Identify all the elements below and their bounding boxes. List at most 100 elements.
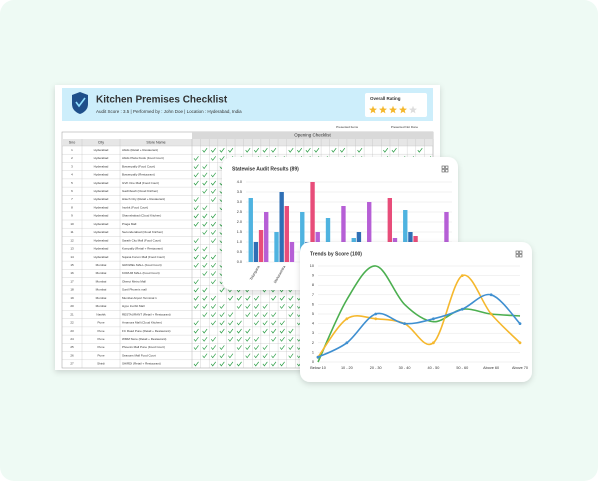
cell: Seasons Mall Food Court	[122, 353, 156, 357]
x-tick-label: 40 - 50	[428, 366, 440, 370]
check	[245, 295, 251, 301]
cell: 17	[70, 279, 74, 283]
check	[271, 361, 277, 367]
check	[262, 328, 268, 334]
line	[317, 274, 521, 358]
y-tick-label: 3.5	[237, 190, 242, 194]
check	[210, 345, 216, 351]
cell: Hyderabad	[94, 230, 109, 234]
check	[193, 345, 199, 351]
check	[202, 271, 208, 277]
cell: KORUM MALL (Food Court)	[122, 271, 160, 275]
bar	[248, 198, 253, 262]
logo-check	[75, 97, 86, 108]
y-tick-label: 5	[312, 312, 314, 316]
check	[236, 320, 242, 326]
check	[193, 287, 199, 293]
cell: Hyderabad	[94, 205, 109, 209]
point	[403, 322, 406, 325]
menu-icon	[515, 254, 519, 258]
check	[210, 263, 216, 268]
cell: Pune	[97, 329, 104, 333]
cell: Hyderabad	[94, 214, 109, 218]
check	[331, 147, 337, 153]
check	[271, 295, 277, 301]
check	[202, 353, 208, 359]
group-header: Opening Checklist	[294, 133, 331, 138]
check	[210, 295, 216, 301]
doc-title: Kitchen Premises Checklist	[96, 95, 228, 106]
cell: Shamshabad (Cloud Kitchen)	[122, 214, 161, 218]
x-tick-label: Above 60	[483, 366, 499, 370]
check	[210, 189, 216, 194]
cell: Oberoi Metro Mall	[122, 279, 146, 283]
star	[409, 105, 417, 114]
check	[210, 213, 216, 219]
check	[202, 172, 208, 178]
check	[279, 337, 285, 342]
point	[489, 312, 493, 316]
check	[271, 147, 277, 153]
menu-icon	[445, 165, 449, 169]
check	[210, 238, 216, 244]
cell: GROWEL MALL (Food Court)	[122, 263, 162, 267]
star	[389, 105, 397, 114]
check	[210, 337, 216, 342]
cell: 19	[70, 296, 74, 300]
check	[288, 312, 294, 318]
star	[369, 105, 377, 114]
check	[193, 295, 199, 301]
x-tick-label: 50 - 60	[456, 366, 468, 370]
bar	[253, 242, 259, 262]
group-header-cell	[192, 132, 433, 139]
point	[518, 322, 522, 325]
check	[262, 361, 268, 367]
bar	[284, 206, 290, 262]
point	[460, 274, 464, 277]
cell: 6	[71, 189, 73, 193]
check	[210, 353, 216, 359]
cell: Mumbai	[96, 271, 107, 275]
check	[193, 180, 199, 186]
x-tick-label: Telangana	[249, 265, 261, 281]
point	[374, 312, 378, 316]
check	[210, 172, 216, 178]
cell: Mumbai	[96, 263, 107, 267]
check	[297, 147, 303, 153]
chart-title: Statewise Audit Results (89)	[232, 166, 299, 172]
header-row	[62, 139, 433, 146]
check	[262, 147, 268, 153]
menu-icon	[515, 250, 519, 254]
check	[219, 147, 225, 153]
check	[219, 328, 225, 334]
check	[288, 147, 294, 153]
check	[219, 353, 225, 359]
y-tick-label: 2	[312, 341, 314, 345]
check	[210, 304, 216, 309]
check	[193, 263, 199, 268]
cell: Mumbai	[96, 296, 107, 300]
check	[202, 295, 208, 301]
point	[518, 341, 522, 345]
check	[253, 147, 260, 153]
cell: 14	[70, 255, 74, 259]
cell: Pune	[97, 345, 104, 349]
menu-icon	[519, 250, 523, 254]
y-tick-label: 9	[312, 274, 314, 278]
check	[210, 197, 216, 203]
cell: 25	[70, 345, 74, 349]
y-tick-label: 10	[310, 264, 314, 268]
star	[379, 105, 387, 114]
check	[245, 337, 251, 342]
cell: Sunil Phoenix mall	[122, 288, 147, 292]
cell: 18	[70, 288, 74, 292]
check	[202, 189, 208, 194]
cell: 9	[71, 214, 73, 218]
cell: RESTAURANT (Retail + Restaurant)	[122, 312, 171, 316]
y-tick-label: 3.0	[237, 200, 242, 204]
cell: 26	[70, 353, 74, 357]
check	[193, 221, 199, 227]
check	[202, 221, 208, 227]
check	[417, 147, 423, 153]
bar	[403, 210, 408, 262]
